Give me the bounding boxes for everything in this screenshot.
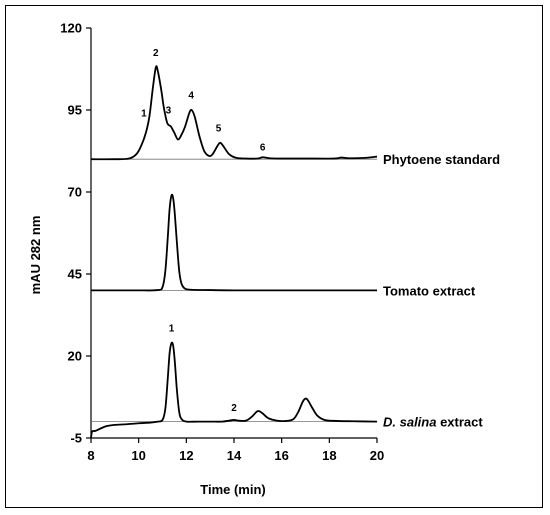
figure-frame — [5, 5, 543, 508]
y-tick-label: -5 — [70, 431, 82, 446]
x-axis-title: Time (min) — [200, 482, 266, 497]
x-tick-label: 16 — [274, 448, 288, 463]
y-tick-label: 20 — [68, 349, 82, 364]
labels: 1 2 3 4 5 6 Phytoene standard Tomato extract 1 2 D… — [141, 48, 500, 430]
series-line — [90, 65, 378, 161]
peak-label: 2 — [153, 48, 159, 59]
x-tick-label: 12 — [179, 448, 193, 463]
peak-label: 1 — [141, 109, 147, 120]
peak-label: 3 — [166, 105, 172, 116]
peak-label: 2 — [231, 403, 237, 414]
series-label: D. salina extract — [383, 415, 483, 430]
x-tick-label: 20 — [370, 448, 384, 463]
peak-label: 4 — [188, 91, 194, 102]
series-line — [90, 341, 378, 439]
x-tick-label: 14 — [227, 448, 242, 463]
peak-label: 5 — [216, 123, 222, 134]
series-label: Tomato extract — [383, 283, 476, 298]
y-tick-label: 120 — [60, 21, 82, 36]
y-tick-label: 45 — [68, 267, 82, 282]
series-line — [91, 193, 377, 292]
peak-label: 1 — [169, 323, 175, 334]
y-tick-label: 95 — [68, 103, 82, 118]
x-tick-label: 10 — [131, 448, 145, 463]
x-tick-label: 18 — [322, 448, 336, 463]
x-tick-label: 8 — [87, 448, 94, 463]
traces — [90, 65, 378, 439]
y-axis-title: mAU 282 nm — [28, 216, 43, 295]
y-tick-label: 70 — [68, 185, 82, 200]
peak-label: 6 — [260, 142, 266, 153]
series-label: Phytoene standard — [383, 152, 500, 167]
